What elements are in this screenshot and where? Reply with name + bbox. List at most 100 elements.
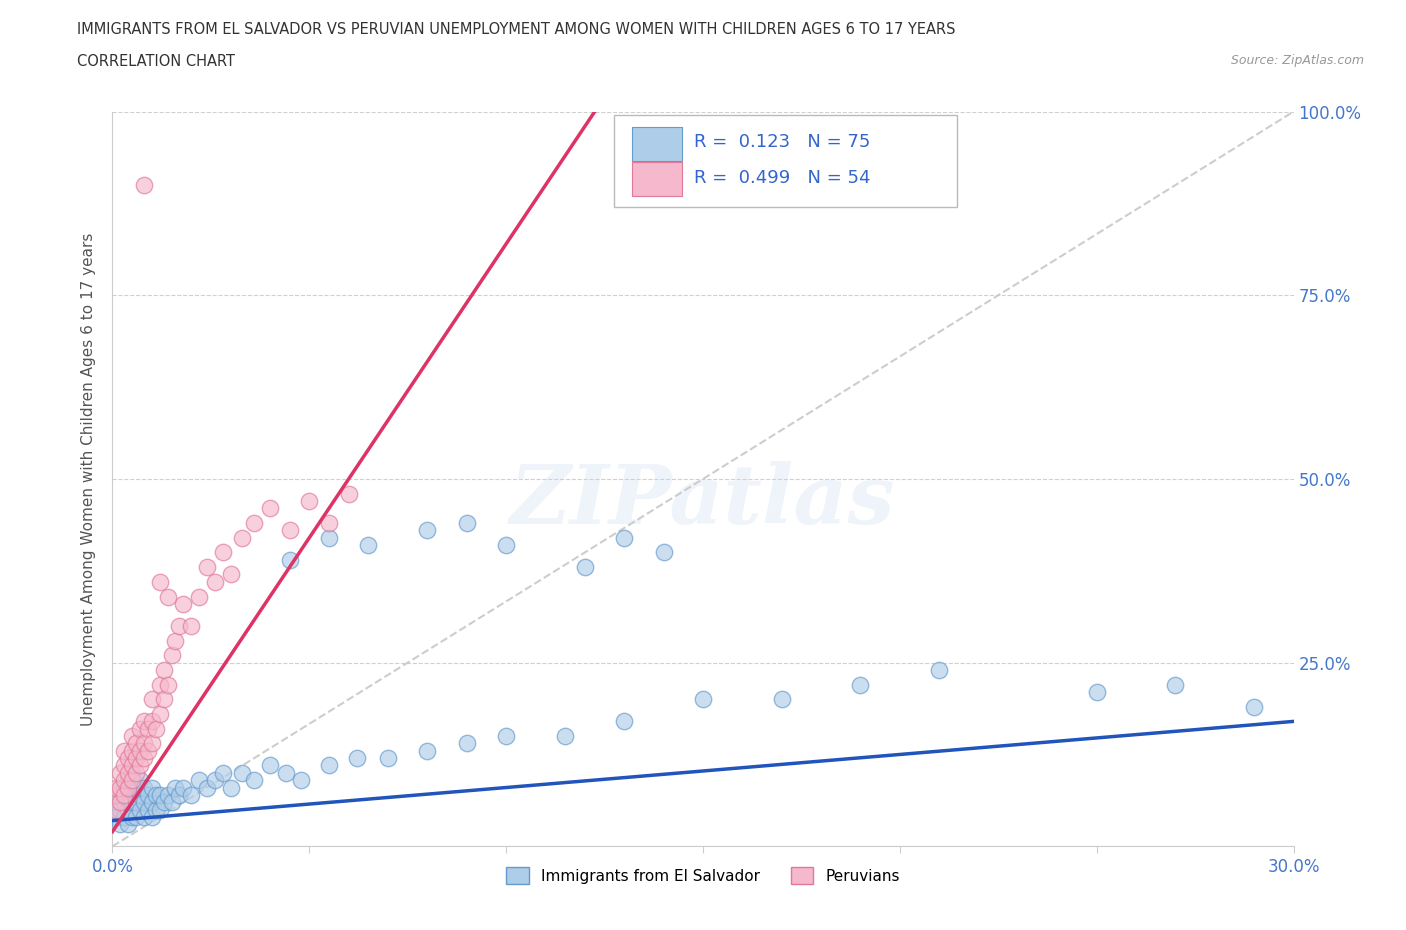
Point	[770, 692, 793, 707]
Point	[141, 714, 163, 729]
Point	[180, 788, 202, 803]
Point	[692, 692, 714, 707]
Point	[456, 515, 478, 530]
Point	[259, 501, 281, 516]
Point	[152, 692, 174, 707]
Point	[613, 530, 636, 545]
Point	[121, 743, 143, 758]
Point	[132, 780, 155, 795]
Point	[117, 802, 139, 817]
Point	[145, 722, 167, 737]
Point	[169, 788, 191, 803]
Point	[105, 809, 128, 824]
Point	[121, 765, 143, 780]
Point	[112, 809, 135, 824]
Point	[149, 788, 172, 803]
Point	[156, 677, 179, 692]
Point	[121, 758, 143, 773]
Point	[165, 633, 187, 648]
Y-axis label: Unemployment Among Women with Children Ages 6 to 17 years: Unemployment Among Women with Children A…	[80, 232, 96, 725]
Point	[259, 758, 281, 773]
Point	[125, 751, 148, 765]
Point	[298, 494, 321, 509]
Point	[652, 545, 675, 560]
Point	[112, 773, 135, 788]
Point	[1164, 677, 1187, 692]
Point	[117, 788, 139, 803]
Text: CORRELATION CHART: CORRELATION CHART	[77, 54, 235, 69]
Point	[172, 780, 194, 795]
Point	[125, 780, 148, 795]
Point	[105, 795, 128, 810]
Point	[129, 722, 152, 737]
Point	[117, 773, 139, 788]
Point	[337, 486, 360, 501]
Point	[152, 795, 174, 810]
Point	[160, 795, 183, 810]
Point	[456, 736, 478, 751]
Point	[121, 780, 143, 795]
Point	[149, 677, 172, 692]
Point	[495, 538, 517, 552]
Point	[136, 788, 159, 803]
Point	[195, 560, 218, 575]
Point	[136, 802, 159, 817]
Text: Source: ZipAtlas.com: Source: ZipAtlas.com	[1230, 54, 1364, 67]
Point	[318, 515, 340, 530]
Point	[141, 780, 163, 795]
Point	[188, 589, 211, 604]
Point	[117, 817, 139, 831]
Point	[132, 714, 155, 729]
Text: R =  0.499   N = 54: R = 0.499 N = 54	[693, 168, 870, 187]
Point	[129, 788, 152, 803]
Point	[613, 714, 636, 729]
Point	[290, 773, 312, 788]
Point	[125, 765, 148, 780]
Point	[152, 662, 174, 677]
Point	[132, 751, 155, 765]
Point	[318, 530, 340, 545]
Point	[121, 729, 143, 744]
Point	[204, 575, 226, 590]
Point	[125, 795, 148, 810]
Point	[145, 802, 167, 817]
FancyBboxPatch shape	[633, 163, 682, 196]
Point	[169, 618, 191, 633]
Point	[416, 523, 439, 538]
FancyBboxPatch shape	[633, 127, 682, 161]
Point	[156, 788, 179, 803]
Point	[121, 795, 143, 810]
Point	[195, 780, 218, 795]
Point	[554, 729, 576, 744]
Point	[1085, 684, 1108, 699]
Point	[112, 795, 135, 810]
Point	[105, 802, 128, 817]
Point	[112, 758, 135, 773]
Point	[129, 802, 152, 817]
Point	[136, 722, 159, 737]
Point	[110, 788, 132, 803]
Point	[141, 809, 163, 824]
Point	[219, 567, 242, 582]
Point	[121, 809, 143, 824]
Point	[117, 765, 139, 780]
Point	[278, 552, 301, 567]
Point	[149, 707, 172, 722]
FancyBboxPatch shape	[614, 115, 957, 207]
Point	[112, 788, 135, 803]
Point	[110, 765, 132, 780]
Point	[132, 178, 155, 193]
Point	[132, 736, 155, 751]
Point	[129, 743, 152, 758]
Point	[211, 545, 233, 560]
Point	[129, 758, 152, 773]
Point	[188, 773, 211, 788]
Point	[849, 677, 872, 692]
Point	[145, 788, 167, 803]
Point	[278, 523, 301, 538]
Text: R =  0.123   N = 75: R = 0.123 N = 75	[693, 134, 870, 152]
Point	[149, 802, 172, 817]
Point	[117, 751, 139, 765]
Point	[172, 596, 194, 611]
Point	[132, 795, 155, 810]
